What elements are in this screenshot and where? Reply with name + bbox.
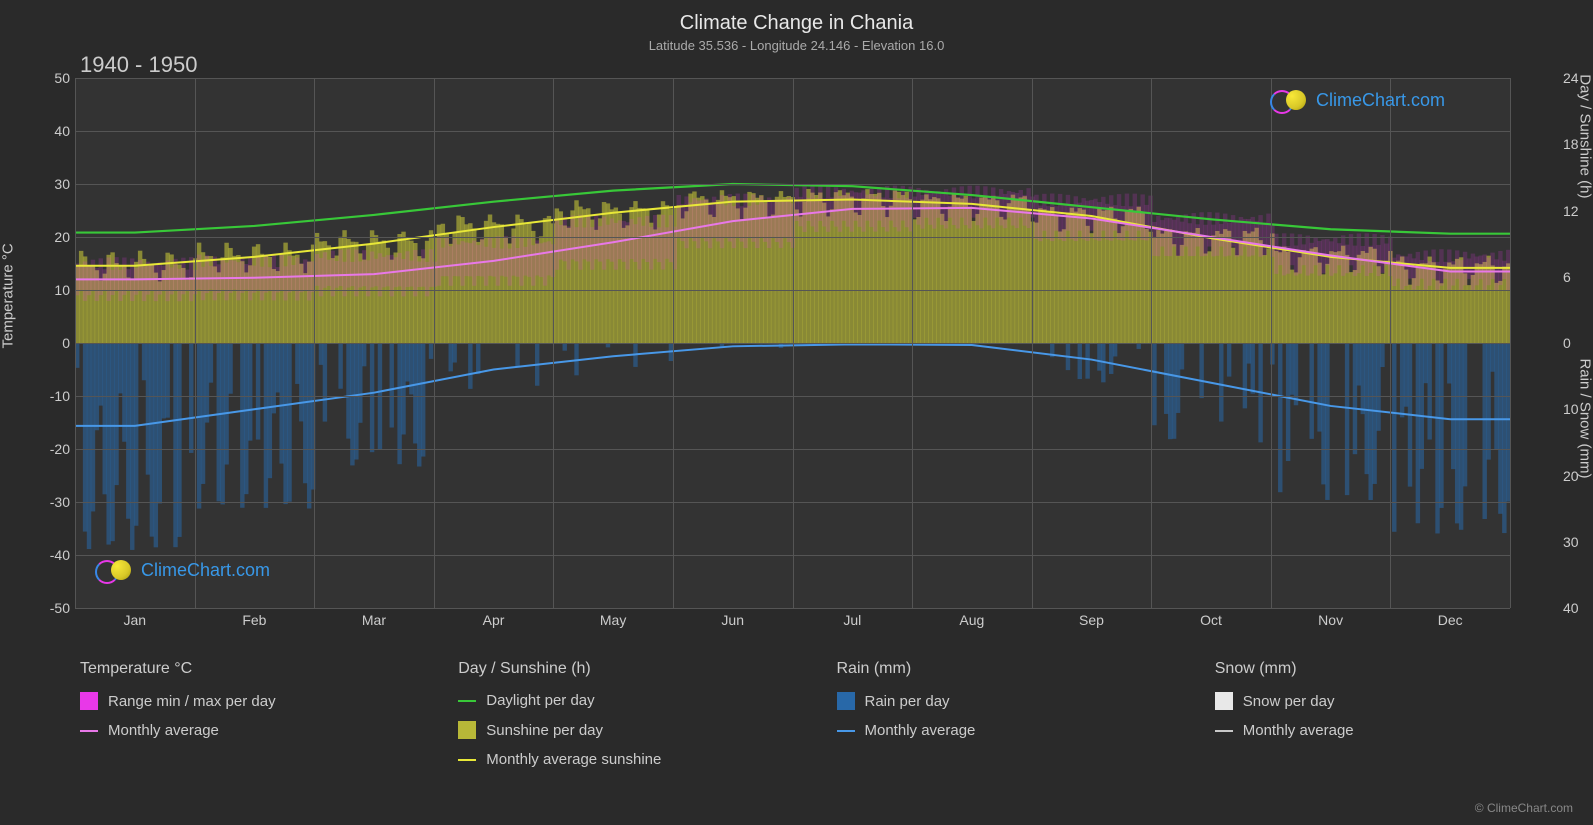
legend-label: Monthly average: [865, 722, 976, 739]
watermark-logo-icon: [95, 558, 135, 582]
x-tick: Nov: [1318, 612, 1343, 628]
legend: Temperature °C Range min / max per day Mon…: [80, 660, 1553, 780]
copyright: © ClimeChart.com: [1475, 801, 1573, 815]
legend-title: Day / Sunshine (h): [458, 660, 796, 678]
legend-swatch-icon: [1215, 730, 1233, 732]
legend-label: Rain per day: [865, 693, 950, 710]
climate-chart: Climate Change in Chania Latitude 35.536…: [0, 0, 1593, 825]
y-tick-left: -50: [30, 600, 70, 616]
legend-group: Day / Sunshine (h) Daylight per day Sunshi…: [458, 660, 796, 780]
x-tick: Aug: [959, 612, 984, 628]
legend-item: Rain per day: [837, 692, 1175, 710]
x-tick: May: [600, 612, 626, 628]
watermark-logo-icon: [1270, 88, 1310, 112]
y-tick-left: 10: [30, 282, 70, 298]
x-tick: Dec: [1438, 612, 1463, 628]
y-tick-left: -20: [30, 441, 70, 457]
legend-swatch-icon: [80, 692, 98, 710]
legend-title: Snow (mm): [1215, 660, 1553, 678]
legend-item: Monthly average: [80, 722, 418, 739]
x-tick: Jul: [843, 612, 861, 628]
legend-swatch-icon: [80, 730, 98, 732]
y-tick-left: -30: [30, 494, 70, 510]
legend-item: Sunshine per day: [458, 721, 796, 739]
legend-label: Monthly average sunshine: [486, 751, 661, 768]
y-tick-right: 18: [1563, 136, 1593, 152]
y-tick-left: -10: [30, 388, 70, 404]
chart-title: Climate Change in Chania: [0, 12, 1593, 35]
y-tick-right: 6: [1563, 269, 1593, 285]
legend-group: Temperature °C Range min / max per day Mon…: [80, 660, 418, 780]
legend-item: Snow per day: [1215, 692, 1553, 710]
watermark: ClimeChart.com: [95, 558, 270, 582]
legend-label: Daylight per day: [486, 692, 594, 709]
legend-title: Rain (mm): [837, 660, 1175, 678]
chart-subtitle: Latitude 35.536 - Longitude 24.146 - Ele…: [0, 38, 1593, 53]
y-axis-left-label: Temperature °C: [0, 243, 17, 348]
legend-label: Monthly average: [1243, 722, 1354, 739]
x-tick: Apr: [483, 612, 505, 628]
watermark: ClimeChart.com: [1270, 88, 1445, 112]
watermark-text: ClimeChart.com: [141, 560, 270, 581]
y-tick-left: 50: [30, 70, 70, 86]
y-tick-right: 40: [1563, 600, 1593, 616]
watermark-text: ClimeChart.com: [1316, 90, 1445, 111]
legend-item: Monthly average: [837, 722, 1175, 739]
x-tick: Feb: [242, 612, 266, 628]
x-tick: Jan: [123, 612, 146, 628]
y-tick-right: 10: [1563, 401, 1593, 417]
legend-swatch-icon: [458, 721, 476, 739]
legend-title: Temperature °C: [80, 660, 418, 678]
y-tick-right: 0: [1563, 335, 1593, 351]
legend-label: Range min / max per day: [108, 693, 276, 710]
legend-item: Daylight per day: [458, 692, 796, 709]
y-axis-right-bottom-label: Rain / Snow (mm): [1577, 358, 1593, 478]
y-tick-left: -40: [30, 547, 70, 563]
legend-label: Snow per day: [1243, 693, 1335, 710]
legend-swatch-icon: [837, 692, 855, 710]
y-tick-right: 30: [1563, 534, 1593, 550]
legend-swatch-icon: [458, 700, 476, 702]
x-tick: Jun: [721, 612, 744, 628]
y-tick-left: 20: [30, 229, 70, 245]
legend-group: Snow (mm) Snow per day Monthly average: [1215, 660, 1553, 780]
legend-label: Sunshine per day: [486, 722, 603, 739]
x-tick: Sep: [1079, 612, 1104, 628]
legend-item: Monthly average: [1215, 722, 1553, 739]
legend-swatch-icon: [458, 759, 476, 761]
y-tick-right: 24: [1563, 70, 1593, 86]
y-tick-left: 0: [30, 335, 70, 351]
legend-item: Monthly average sunshine: [458, 751, 796, 768]
legend-label: Monthly average: [108, 722, 219, 739]
period-label: 1940 - 1950: [80, 52, 197, 78]
x-tick: Oct: [1200, 612, 1222, 628]
legend-swatch-icon: [837, 730, 855, 732]
legend-item: Range min / max per day: [80, 692, 418, 710]
y-tick-right: 20: [1563, 468, 1593, 484]
legend-group: Rain (mm) Rain per day Monthly average: [837, 660, 1175, 780]
legend-swatch-icon: [1215, 692, 1233, 710]
plot-area: [75, 78, 1510, 608]
y-tick-left: 30: [30, 176, 70, 192]
y-tick-right: 12: [1563, 203, 1593, 219]
y-tick-left: 40: [30, 123, 70, 139]
x-tick: Mar: [362, 612, 386, 628]
